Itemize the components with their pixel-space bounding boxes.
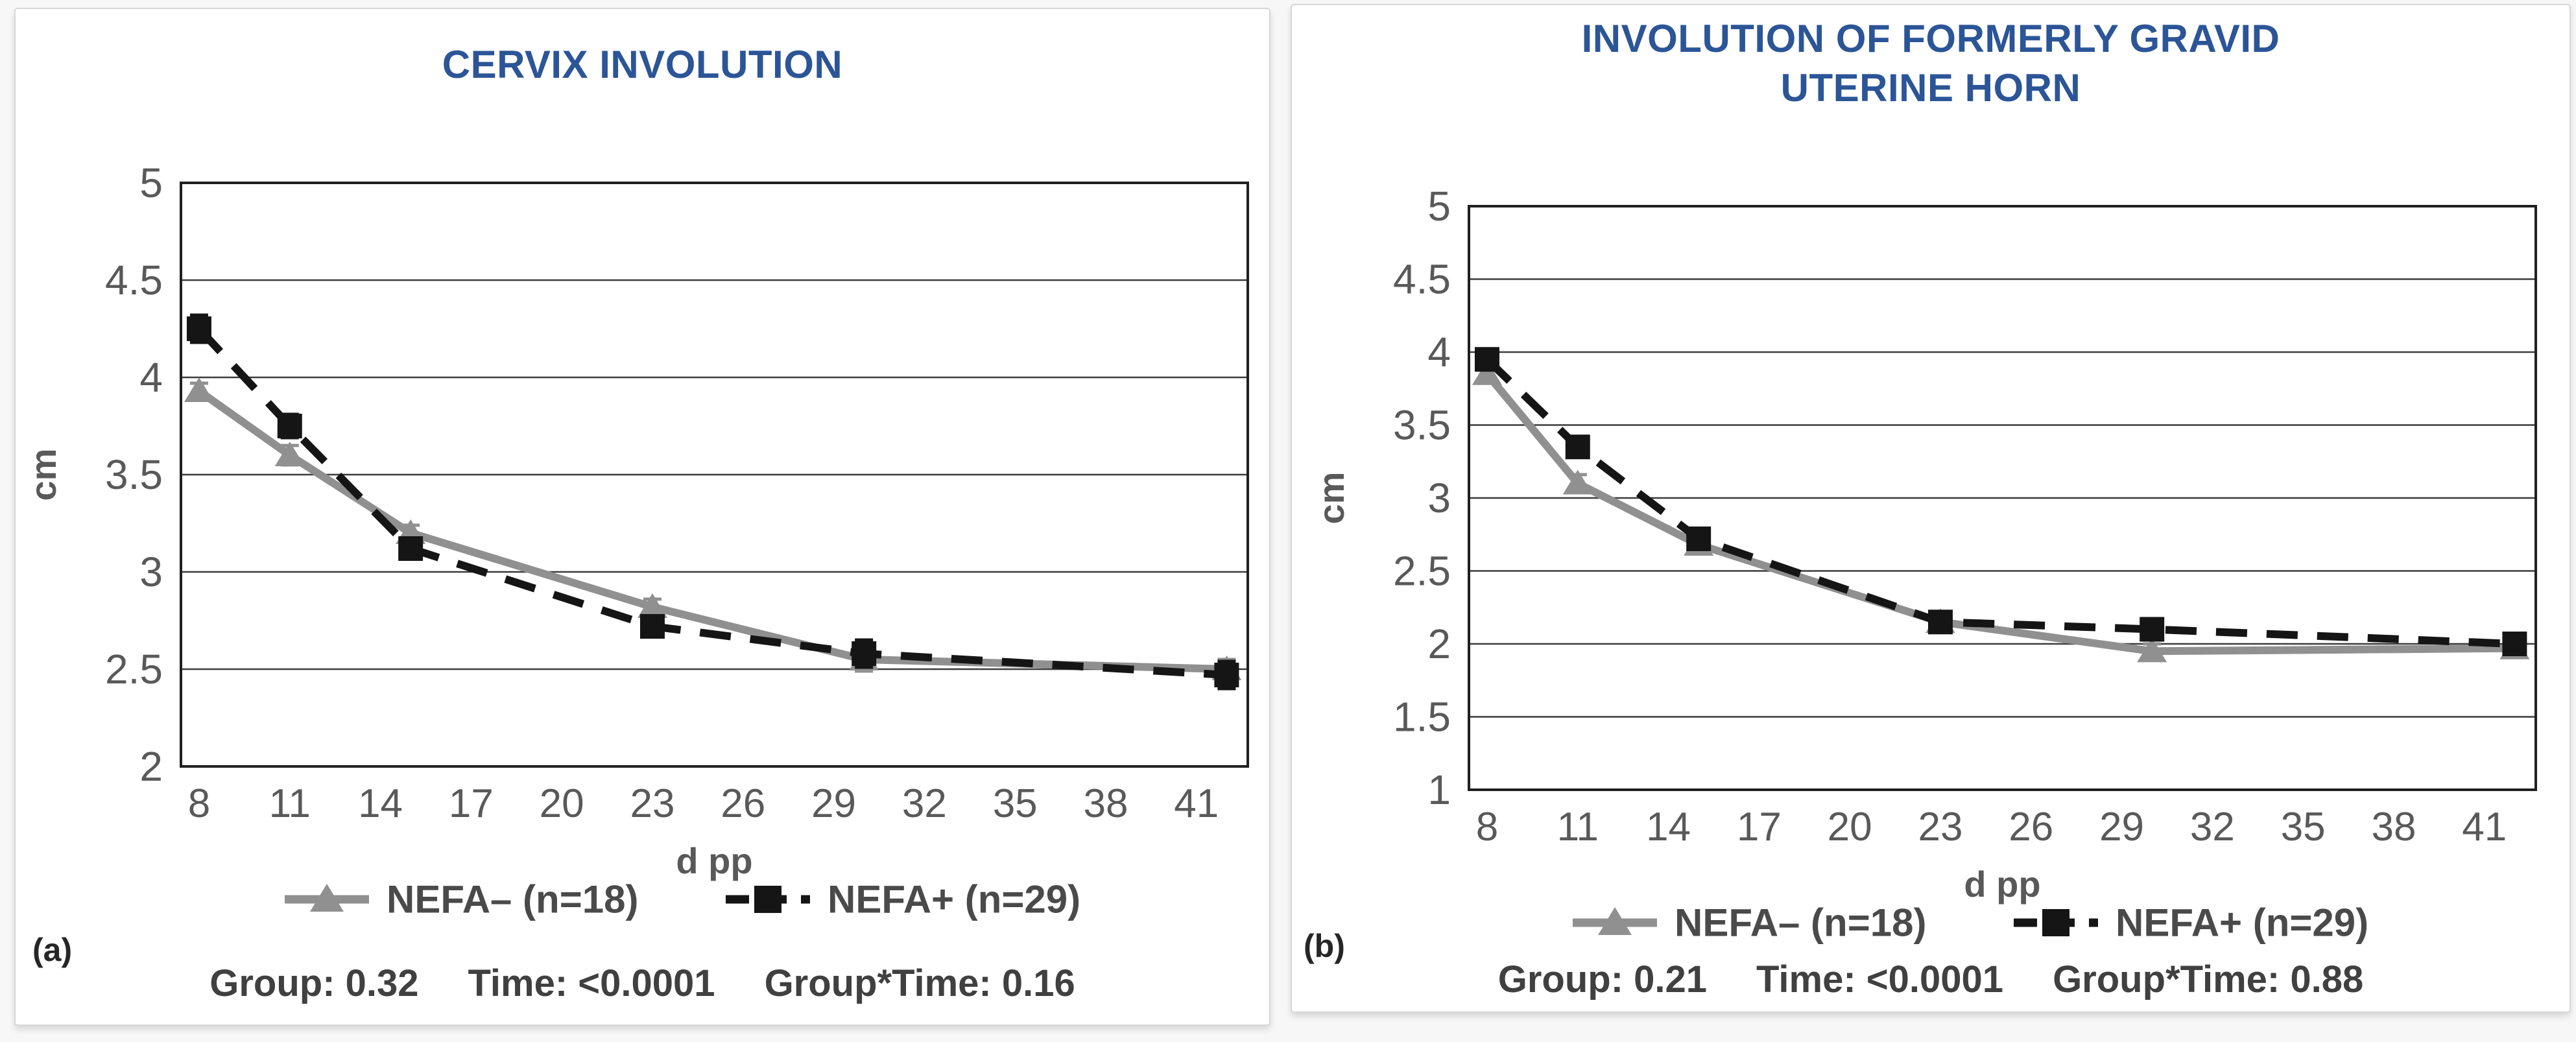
square-marker [2501, 632, 2527, 656]
legend-label: NEFA– (n=18) [387, 878, 638, 921]
y-tick-label: 3 [139, 549, 163, 595]
x-tick-label: 32 [2189, 805, 2234, 849]
x-tick-label: 32 [902, 781, 947, 826]
square-marker [2139, 617, 2164, 642]
x-tick-label: 8 [188, 781, 210, 826]
y-tick-label: 2 [139, 743, 163, 790]
panel-b-uterine-horn-involution: INVOLUTION OF FORMERLY GRAVID UTERINE HO… [1291, 4, 2571, 1013]
triangle-marker [1562, 469, 1593, 495]
x-tick-label: 38 [2371, 805, 2416, 849]
square-marker [398, 536, 423, 561]
x-tick-label: 35 [2280, 805, 2325, 849]
panel-a-stat-time: Time: <0.0001 [468, 962, 715, 1004]
y-axis-title: cm [1311, 472, 1352, 525]
panel-a-stat-interaction: Group*Time: 0.16 [764, 962, 1075, 1004]
x-tick-label: 20 [540, 781, 584, 826]
series-line-dashed [1484, 356, 2515, 648]
y-tick-label: 1.5 [1393, 694, 1451, 740]
square-marker [1474, 347, 1499, 372]
triangle-marker [274, 442, 305, 466]
x-tick-label: 29 [2099, 805, 2144, 849]
panel-a-chart-plot: 5 4.5 4 3.5 3 2.5 28 11 14 17 20 23 26 29 32 35 38 41 d pp… [23, 160, 1249, 921]
x-tick-label: 26 [721, 781, 765, 826]
y-tick-label: 4 [1427, 329, 1451, 375]
x-tick-label: 23 [630, 781, 674, 826]
y-tick-label: 3.5 [1393, 402, 1451, 449]
y-tick-label: 2.5 [1393, 548, 1451, 595]
panel-a-title: CERVIX INVOLUTION [442, 43, 843, 86]
square-marker [1686, 527, 1711, 551]
panel-b-chart-plot: 5 4.5 4 3.5 3 2.5 2 1.5 18 11 14 17 20 23 26 29 32 35 38 41… [1311, 183, 2537, 945]
panel-a-stats-row: Group: 0.32 Time: <0.0001 Group*Time: 0.… [16, 962, 1269, 1005]
x-tick-label: 11 [269, 781, 311, 826]
square-marker [277, 414, 302, 438]
panel-b-title-block: INVOLUTION OF FORMERLY GRAVID UTERINE HO… [1292, 5, 2570, 113]
plot-border [1467, 205, 2537, 791]
triangle-marker [184, 377, 214, 402]
panel-b-title-line-1: INVOLUTION OF FORMERLY GRAVID [1581, 17, 2280, 60]
x-tick-label: 41 [1174, 781, 1219, 826]
square-marker [1927, 610, 1953, 635]
y-tick-label: 3 [1427, 475, 1451, 521]
legend-triangle-marker [310, 884, 344, 912]
x-axis-title: d pp [1964, 864, 2040, 905]
x-tick-label: 35 [993, 781, 1038, 826]
square-marker [1214, 663, 1239, 687]
panel-b-corner-label: (b) [1304, 928, 1345, 964]
square-marker [186, 316, 211, 341]
x-tick-label: 8 [1475, 805, 1497, 849]
x-tick-label: 14 [358, 781, 403, 826]
panel-a-stat-group: Group: 0.32 [209, 962, 419, 1004]
legend-triangle-marker [1597, 907, 1632, 935]
square-marker [852, 641, 877, 666]
legend-label: NEFA+ (n=29) [2116, 901, 2368, 945]
y-tick-label: 2.5 [105, 646, 163, 693]
y-tick-label: 5 [139, 160, 163, 206]
panel-a-cervix-involution: CERVIX INVOLUTION 5 4.5 4 3.5 3 2.5 2 8 11 14 17 20… [14, 8, 1270, 1026]
x-tick-label: 14 [1646, 805, 1691, 849]
x-tick-label: 17 [449, 781, 494, 826]
x-tick-label: 20 [1827, 805, 1872, 849]
square-marker [1565, 434, 1590, 460]
y-tick-label: 1 [1427, 766, 1451, 813]
triangle-marker [1472, 360, 1502, 385]
plot-border [180, 182, 1249, 768]
y-axis-title: cm [23, 449, 64, 501]
panel-b-title-line-2: UTERINE HORN [1780, 66, 2081, 110]
legend-label: NEFA+ (n=29) [828, 878, 1080, 921]
x-tick-label: 29 [811, 781, 856, 826]
panel-b-stats-row: Group: 0.21 Time: <0.0001 Group*Time: 0.… [1292, 958, 2570, 1001]
triangle-marker [2136, 637, 2167, 663]
x-axis-title: d pp [676, 840, 752, 881]
panel-b-stat-time: Time: <0.0001 [1756, 958, 2004, 1001]
panel-a-title-block: CERVIX INVOLUTION [16, 9, 1269, 89]
x-tick-label: 26 [2009, 805, 2053, 849]
triangle-marker [637, 593, 667, 618]
y-tick-label: 5 [1427, 183, 1451, 230]
y-tick-label: 3.5 [105, 451, 163, 498]
panel-b-stat-interaction: Group*Time: 0.88 [2053, 958, 2364, 1001]
legend-label: NEFA– (n=18) [1675, 901, 1926, 945]
y-tick-label: 4.5 [1393, 256, 1451, 303]
square-marker [639, 614, 665, 639]
y-tick-label: 4.5 [105, 257, 163, 303]
y-tick-label: 2 [1427, 621, 1451, 667]
x-tick-label: 23 [1918, 805, 1962, 849]
y-tick-label: 4 [139, 354, 163, 401]
panel-a-corner-label: (a) [32, 932, 73, 968]
legend-square-marker [754, 886, 781, 913]
legend-square-marker [2042, 909, 2069, 936]
x-tick-label: 41 [2462, 805, 2507, 849]
x-tick-label: 38 [1083, 781, 1128, 826]
panel-b-stat-group: Group: 0.21 [1497, 958, 1708, 1001]
x-tick-label: 11 [1556, 805, 1598, 849]
x-tick-label: 17 [1736, 805, 1781, 849]
series-line-dashed [196, 326, 1227, 679]
